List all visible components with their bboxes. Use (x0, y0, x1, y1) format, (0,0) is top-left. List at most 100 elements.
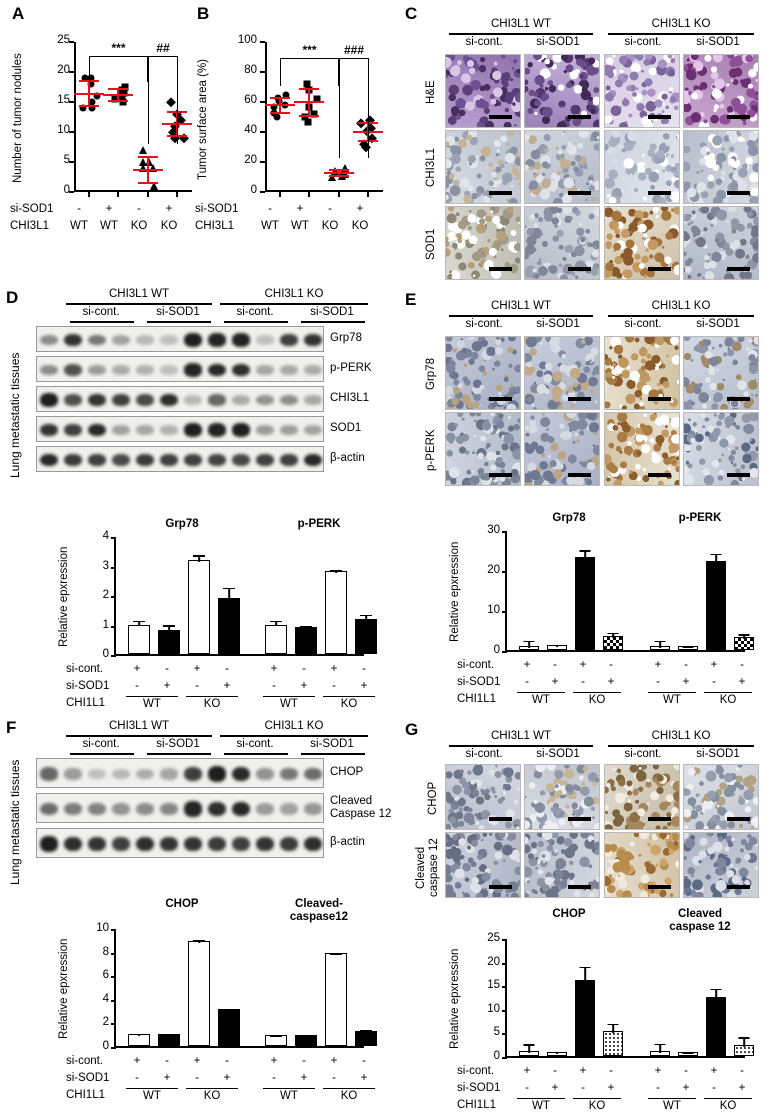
error-bar-cap (192, 940, 206, 942)
cond-value: + (551, 1081, 559, 1094)
blot-band (280, 365, 298, 375)
blot-band (40, 423, 58, 437)
y-tick (502, 531, 507, 533)
scale-bar (648, 817, 671, 821)
scatter-point (118, 92, 126, 100)
cond-genotype: WT (648, 692, 696, 706)
cond-value: - (712, 1081, 716, 1094)
cond-value: - (135, 679, 139, 692)
blot-band (232, 836, 250, 852)
blot-band (88, 768, 106, 780)
cond-row: si-cont. + - + - + - + - (457, 656, 747, 673)
panel-g: G CHI3L1 WT CHI3L1 KO si-cont. si-SOD1 s… (403, 718, 771, 1112)
panel-c-treatment-1: si-cont. (465, 36, 503, 48)
cond-row-label: si-cont. (66, 1054, 104, 1067)
blot-label: p-PERK (330, 362, 372, 374)
y-tick-label: 3 (102, 559, 109, 572)
divider (608, 745, 754, 747)
cond-value: - (195, 679, 199, 692)
y-tick-label: 40 (244, 124, 257, 136)
divider (147, 753, 211, 755)
blot-band (208, 394, 226, 406)
scale-bar (568, 885, 591, 889)
bar-axes (111, 537, 377, 657)
scale-bar (648, 473, 671, 477)
micrograph (524, 764, 600, 830)
scatter-point (88, 104, 96, 112)
micrograph (604, 832, 680, 898)
panel-c-row-label-he: H&E (425, 80, 437, 104)
cond-row-label: CHI3L1 (10, 219, 49, 232)
panel-f-genotype-ko: CHI3L1 KO (264, 720, 324, 732)
blot-band (304, 836, 322, 852)
scatter-point (111, 95, 119, 103)
cond-genotype: KO (323, 696, 375, 710)
blot-band (208, 836, 226, 852)
panel-a-label: A (12, 4, 25, 23)
scale-bar (568, 267, 591, 271)
panel-e-barchart: Relative epxression 0 10 20 30 Grp78 p-PERK si-… (447, 510, 767, 706)
blot-band (184, 801, 202, 817)
significance-label: *** (302, 43, 317, 57)
cond-value: - (525, 1081, 529, 1094)
blot-band (232, 333, 250, 347)
blot-label: SOD1 (330, 422, 362, 434)
y-tick-label: 10 (96, 922, 109, 934)
bar-group-title: Grp78 (165, 518, 199, 530)
blot-band (88, 423, 106, 437)
blot-band (304, 425, 322, 435)
cond-value: - (656, 675, 660, 688)
cond-value: + (193, 1054, 201, 1067)
scatter-point (81, 74, 89, 82)
cond-value: + (270, 1054, 278, 1067)
panel-a-plot: *** ## (69, 41, 193, 197)
cond-value: - (684, 1064, 688, 1077)
error-bar-cap (551, 644, 563, 647)
blot-band (232, 766, 250, 782)
cond-value: + (360, 679, 368, 692)
error-bar (743, 634, 745, 640)
error-bar (138, 620, 140, 627)
scatter-point (145, 158, 154, 166)
blot-band (256, 453, 274, 467)
cond-value: + (654, 658, 662, 671)
panel-c-treatment-2: si-SOD1 (536, 36, 580, 48)
blot-band (112, 425, 130, 435)
sd-cap (78, 105, 99, 108)
panel-c-row-label-chi3l1: CHI3L1 (425, 148, 437, 188)
bar (575, 980, 595, 1056)
sd-line (308, 88, 311, 116)
blot-band (304, 333, 322, 347)
y-tick (111, 655, 116, 657)
scale-bar (489, 885, 512, 889)
blot-band (64, 394, 82, 406)
blot-band (136, 335, 154, 345)
micrograph (524, 206, 600, 280)
panel-e-treatment-4: si-SOD1 (696, 318, 740, 330)
y-tick (69, 161, 74, 163)
x-tick (278, 192, 281, 197)
cond-value: + (710, 1064, 718, 1077)
cond-value: + (133, 662, 141, 675)
panel-e-treatment-1: si-cont. (465, 318, 503, 330)
y-tick-label: 0 (250, 184, 257, 196)
scale-bar (727, 817, 750, 821)
panel-d-treatment-2: si-SOD1 (156, 306, 200, 318)
cond-row: CHI1L1 WT KO WT KO (457, 1096, 752, 1114)
cond-value: - (302, 1054, 306, 1067)
bar-conditions: si-cont. + - + - + - + - si-SOD1 - + - + - + - + CHI1L1 WT K… (457, 656, 752, 708)
cond-value: + (738, 675, 746, 688)
y-tick-label: 30 (487, 524, 500, 536)
sd-cap (299, 87, 320, 90)
y-tick (502, 651, 507, 653)
bar-group-title: p-PERK (678, 512, 722, 524)
micrograph (445, 764, 521, 830)
blot-band (64, 768, 82, 780)
bar (188, 940, 210, 1046)
cond-genotype: WT (517, 692, 565, 706)
scale-bar (489, 473, 512, 477)
cond-value: - (225, 1054, 229, 1067)
cond-row: CHI1L1 WT KO WT KO (66, 694, 375, 712)
blot-band (280, 836, 298, 852)
blot-band (232, 453, 250, 467)
